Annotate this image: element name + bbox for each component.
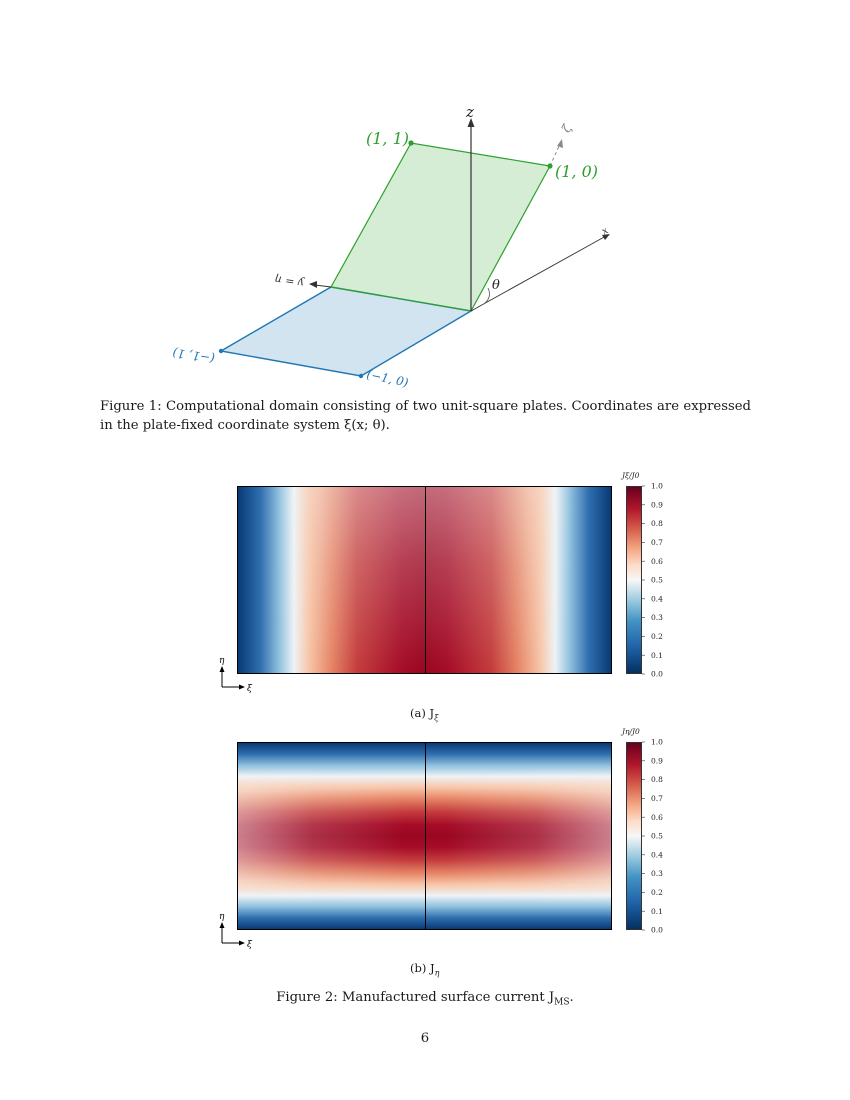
- colorbar-tick-label: 1.0: [651, 738, 663, 747]
- colorbar-tick-label: 0.2: [651, 888, 663, 897]
- colorbar-tick-label: 0.7: [651, 538, 663, 547]
- figure1-caption: Figure 1: Computational domain consistin…: [100, 397, 751, 435]
- colorbar-tick-label: 0.7: [651, 794, 663, 803]
- point-m1-0: [358, 373, 364, 379]
- theta-label: θ: [492, 278, 500, 293]
- subcaption-b: (b) Jη: [410, 961, 440, 978]
- colorbar-b: [626, 742, 642, 930]
- colorbar-tick-label: 0.9: [651, 756, 663, 765]
- xi-label-a: ξ: [247, 684, 253, 694]
- colorbar-tick-label: 0.0: [651, 670, 663, 679]
- colorbar-a-ticks: 1.0 0.9 0.8 0.7 0.6 0.5 0.4 0.3 0.2 0.1 0.0: [642, 482, 663, 679]
- heatmap-j-eta-fade: [238, 743, 611, 929]
- axis-indicator-b: η ξ: [219, 912, 253, 950]
- y-eta-axis: [314, 284, 332, 288]
- colorbar-tick-label: 0.5: [651, 576, 663, 585]
- x-axis-label: x: [600, 225, 611, 238]
- heatmap-j-xi: [237, 486, 612, 674]
- colorbar-tick-label: 0.4: [651, 850, 663, 859]
- colorbar-tick-label: 0.3: [651, 613, 663, 622]
- colorbar-tick-label: 0.4: [651, 594, 663, 603]
- figure1-diagram: z ζ x y = η θ (1, 1) (1, 0) (−1, 1) (−1,…: [171, 103, 611, 390]
- heatmap-j-eta: [237, 742, 612, 930]
- zeta-axis: [549, 143, 561, 167]
- plate-divider-line: [425, 743, 427, 929]
- colorbar-tick-label: 1.0: [651, 482, 663, 491]
- z-axis-label: z: [465, 103, 474, 121]
- colorbar-tick-label: 0.8: [651, 775, 663, 784]
- subcaption-a: (a) Jξ: [410, 706, 439, 723]
- colorbar-a-label: Jξ/J0: [622, 471, 640, 480]
- colorbar-tick-label: 0.6: [651, 813, 663, 822]
- colorbar-tick-label: 0.9: [651, 500, 663, 509]
- eta-label-a: η: [219, 656, 225, 666]
- heatmap-j-xi-fade: [238, 487, 611, 673]
- colorbar-tick-label: 0.3: [651, 869, 663, 878]
- figure2-caption: Figure 2: Manufactured surface current J…: [276, 990, 574, 1008]
- point-1-0: [547, 163, 553, 169]
- x-axis: [470, 235, 607, 312]
- figure1-caption-prefix: Figure 1:: [100, 399, 162, 414]
- xi-label-b: ξ: [247, 940, 253, 950]
- colorbar-a: [626, 486, 642, 674]
- colorbar-tick-label: 0.0: [651, 926, 663, 935]
- point-1-1: [408, 140, 414, 146]
- colorbar-tick-label: 0.6: [651, 557, 663, 566]
- colorbar-tick-label: 0.2: [651, 632, 663, 641]
- colorbar-tick-label: 0.1: [651, 907, 663, 916]
- axis-indicator-a: η ξ: [219, 656, 253, 694]
- plate-divider-line: [425, 487, 427, 673]
- colorbar-tick-label: 0.8: [651, 519, 663, 528]
- point-m1-1: [218, 348, 224, 354]
- colorbar-tick-label: 0.1: [651, 651, 663, 660]
- colorbar-tick-label: 0.5: [651, 832, 663, 841]
- figure1-caption-body: Computational domain consisting of two u…: [100, 399, 751, 433]
- label-m1-1: (−1, 1): [171, 346, 215, 366]
- label-m1-0: (−1, 0): [365, 367, 410, 390]
- theta-arc: [484, 287, 490, 304]
- page-number: 6: [420, 1031, 430, 1046]
- label-1-1: (1, 1): [366, 129, 409, 148]
- colorbar-b-ticks: 1.0 0.9 0.8 0.7 0.6 0.5 0.4 0.3 0.2 0.1 0.0: [642, 738, 663, 935]
- colorbar-b-label: Jη/J0: [622, 727, 640, 736]
- zeta-axis-label: ζ: [559, 121, 575, 135]
- y-eta-axis-label: y = η: [274, 273, 306, 290]
- eta-label-b: η: [219, 912, 225, 922]
- label-1-0: (1, 0): [555, 162, 598, 181]
